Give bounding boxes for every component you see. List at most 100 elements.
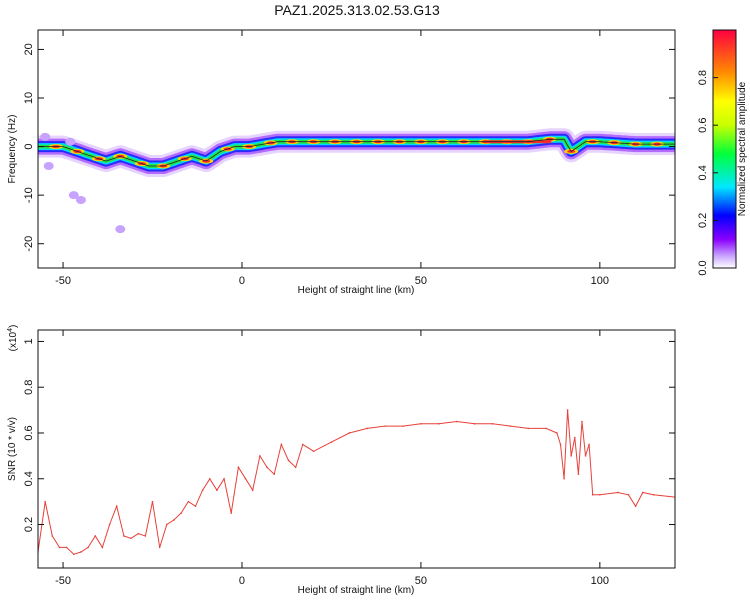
spectrogram-ytick-label: 20 (23, 43, 35, 55)
snr-point (509, 425, 512, 427)
snr-point (280, 443, 283, 446)
snr-point (201, 489, 204, 491)
snr-point (244, 477, 247, 480)
snr-point (194, 505, 197, 508)
spectrogram-ytick-label: -20 (23, 236, 35, 252)
snr-point (137, 532, 140, 535)
spectrogram-blob (40, 132, 51, 141)
snr-frame (37, 329, 676, 569)
snr-ytick-label: 0.6 (23, 425, 35, 440)
snr-point (87, 546, 89, 549)
spectrogram-reference-line (38, 138, 675, 167)
snr-point (144, 535, 147, 537)
snr-point (384, 425, 386, 427)
snr-point (151, 500, 154, 503)
spectrogram-blob (115, 225, 126, 234)
snr-xtick-label: 100 (591, 575, 609, 587)
snr-yscale-exponent: 4 (7, 328, 14, 332)
snr-point (180, 512, 182, 514)
snr-point (491, 423, 494, 425)
snr-point (627, 493, 630, 496)
snr-point (573, 436, 576, 439)
snr-point (545, 427, 547, 430)
snr-point (652, 493, 655, 496)
snr-point (187, 500, 190, 503)
snr-ytick-label: 0.2 (23, 517, 35, 532)
snr-point (58, 546, 61, 549)
snr-point (259, 455, 261, 457)
snr-point (208, 477, 211, 480)
spectrogram-xtick-label: 100 (591, 275, 609, 287)
spectrogram-blob (43, 162, 54, 170)
snr-panel: -50 0 50 100 0.2 0.4 0.6 0.8 1 Height of straigh… (7, 325, 676, 596)
spectrogram-blob (75, 196, 86, 204)
snr-point (563, 477, 565, 480)
snr-point (44, 500, 46, 503)
snr-point (348, 432, 351, 434)
snr-point (420, 423, 422, 425)
snr-point (302, 443, 304, 446)
spectrogram-panel: -50 0 50 100 -20 -10 0 10 20 Height of straight … (7, 29, 676, 296)
spectrogram-blob (65, 137, 76, 146)
snr-point (527, 427, 530, 430)
snr-point (230, 512, 233, 514)
chart-title: PAZ1.2025.313.02.53.G13 (274, 2, 440, 18)
snr-series-line (38, 410, 675, 555)
snr-ytick-label: 0.4 (23, 471, 35, 486)
spectrogram-ytick-label: -10 (23, 187, 35, 203)
spectrogram-xlabel: Height of straight line (km) (298, 285, 415, 296)
colorbar-tick-label: 0.2 (697, 213, 709, 228)
spectrogram-ytick-label: 10 (23, 92, 35, 104)
snr-point (158, 546, 161, 549)
snr-point (634, 505, 637, 508)
snr-ylabel: SNR (10 * v/v) (7, 417, 18, 481)
snr-point (455, 420, 458, 423)
snr-point (115, 505, 118, 508)
snr-yscale-base: (x10 (8, 331, 19, 351)
spectrogram-ytick-label: 0 (23, 144, 35, 150)
snr-xtick-label: -50 (55, 575, 71, 587)
snr-xlabel: Height of straight line (km) (298, 585, 415, 596)
spectrogram-data (38, 128, 675, 234)
spectrogram-blob (68, 191, 79, 200)
snr-point (237, 466, 240, 469)
colorbar-tick-label: 0.0 (697, 260, 709, 275)
spectrogram-xtick-label: -50 (55, 275, 71, 287)
snr-point (94, 535, 97, 537)
snr-point (51, 535, 54, 537)
snr-point (473, 423, 476, 425)
snr-point (80, 551, 82, 553)
snr-point (641, 491, 644, 494)
snr-point (591, 493, 594, 496)
snr-ytick-label: 0.8 (23, 380, 35, 395)
snr-point (566, 409, 569, 411)
snr-point (173, 519, 175, 521)
snr-point (287, 459, 290, 462)
snr-point (312, 450, 315, 453)
snr-point (588, 443, 590, 446)
spectrogram-xtick-label: 50 (415, 275, 427, 287)
snr-yscale: (x104) (7, 325, 19, 352)
colorbar-label: Normalized spectral amplitude (737, 81, 748, 216)
snr-point (559, 443, 562, 446)
snr-point (570, 455, 573, 457)
snr-point (577, 473, 580, 475)
snr-point (438, 423, 440, 425)
snr-point (616, 491, 619, 494)
snr-point (581, 420, 583, 423)
snr-point (101, 546, 104, 549)
colorbar-tick-label: 0.6 (697, 118, 709, 133)
snr-point (584, 455, 587, 457)
snr-point (123, 535, 125, 537)
snr-point (130, 537, 132, 540)
colorbar-tick-label: 0.4 (697, 165, 709, 180)
snr-data (38, 409, 675, 556)
snr-point (294, 466, 297, 469)
snr-point (402, 425, 404, 427)
snr-xtick-label: 0 (239, 575, 245, 587)
snr-point (65, 546, 68, 549)
spectrogram-xtick-label: 0 (239, 275, 245, 287)
colorbar: 0.0 0.2 0.4 0.6 0.8 Normalized spectral ampl… (697, 29, 748, 276)
snr-point (266, 466, 268, 469)
